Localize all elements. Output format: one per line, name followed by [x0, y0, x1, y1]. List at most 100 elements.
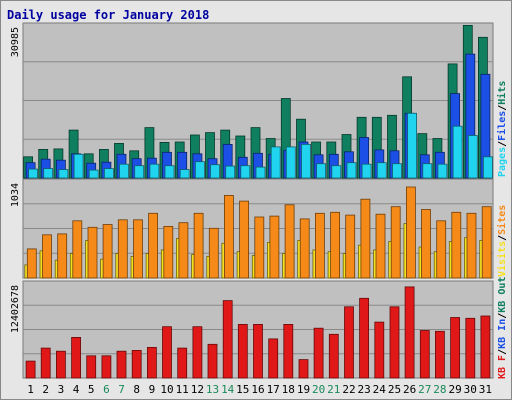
- bar-pages-day-6: [104, 168, 114, 179]
- bar-sites-day-15: [239, 200, 250, 279]
- x-tick-label-day-21: 21: [327, 383, 340, 396]
- bar-sites-day-19: [299, 218, 310, 279]
- bar-sites-day-27: [421, 209, 431, 279]
- bar-pages-day-4: [73, 153, 84, 179]
- bar-sites-day-20: [314, 212, 325, 279]
- bar-pages-day-31: [482, 156, 493, 179]
- bar-pages-day-8: [134, 165, 145, 179]
- bar-sites-day-16: [254, 216, 265, 279]
- bar-kb-f-day-21: [328, 333, 339, 379]
- bar-pages-day-25: [392, 163, 402, 179]
- bar-pages-day-18: [285, 146, 296, 179]
- bar-kb-f-day-24: [374, 321, 385, 379]
- legend-separator: /: [497, 349, 508, 355]
- x-tick-label-day-14: 14: [221, 383, 235, 396]
- x-tick-label-day-16: 16: [251, 383, 264, 396]
- bar-kb-f-day-5: [86, 355, 97, 379]
- x-tick-label-day-20: 20: [312, 383, 325, 396]
- bar-kb-f-day-17: [268, 338, 279, 379]
- right-legend-top: Pages/Files/Hits: [496, 81, 508, 177]
- x-tick-label-day-27: 27: [418, 383, 431, 396]
- bar-kb-f-day-14: [222, 300, 233, 379]
- bar-kb-f-day-2: [40, 347, 51, 379]
- legend-separator: /: [497, 313, 508, 319]
- bar-sites-day-26: [405, 186, 416, 279]
- legend-entry-kb-f: KB F: [497, 355, 508, 379]
- bar-sites-day-1: [26, 248, 37, 279]
- right-legend-bottom: KB F/KB In/KB Out: [497, 277, 508, 379]
- bar-pages-day-16: [255, 166, 266, 179]
- bar-pages-day-9: [149, 163, 160, 179]
- bar-kb-f-day-18: [283, 323, 294, 379]
- bar-pages-day-21: [331, 165, 342, 179]
- bar-sites-day-17: [269, 215, 280, 279]
- bar-kb-f-day-19: [298, 359, 309, 379]
- legend-entry-visits: Visits: [496, 241, 508, 277]
- bar-pages-day-1: [28, 168, 39, 179]
- x-tick-label-day-18: 18: [282, 383, 295, 396]
- bar-kb-f-day-3: [56, 350, 66, 379]
- bar-pages-day-12: [194, 161, 205, 179]
- legend-entry-hits: Hits: [496, 81, 508, 105]
- bar-sites-day-18: [284, 204, 295, 279]
- x-tick-label-day-19: 19: [297, 383, 310, 396]
- x-tick-label-day-31: 31: [479, 383, 492, 396]
- bar-pages-day-10: [164, 165, 175, 179]
- bar-pages-day-27: [422, 163, 433, 179]
- bar-sites-day-22: [345, 214, 356, 279]
- bar-pages-day-23: [361, 163, 372, 179]
- bar-sites-day-7: [117, 219, 128, 279]
- legend-entry-sites: Sites: [496, 205, 508, 235]
- x-tick-label-day-4: 4: [73, 383, 80, 396]
- bar-sites-day-6: [102, 224, 113, 279]
- bar-kb-f-day-13: [207, 343, 218, 379]
- legend-entry-files: Files: [496, 111, 508, 141]
- bar-sites-day-11: [178, 222, 189, 279]
- bar-kb-f-day-27: [419, 330, 430, 379]
- bar-pages-day-30: [467, 135, 478, 179]
- bar-pages-day-7: [119, 163, 129, 179]
- bar-kb-f-day-8: [131, 349, 142, 379]
- chart-title: Daily usage for January 2018: [7, 8, 209, 22]
- x-tick-label-day-9: 9: [149, 383, 156, 396]
- x-tick-label-day-2: 2: [42, 383, 49, 396]
- bar-sites-day-21: [330, 211, 341, 279]
- bar-sites-day-5: [87, 226, 98, 279]
- x-tick-label-day-25: 25: [388, 383, 401, 396]
- x-tick-label-day-28: 28: [433, 383, 446, 396]
- x-tick-label-day-7: 7: [118, 383, 125, 396]
- bar-kb-f-day-25: [389, 306, 400, 379]
- bar-kb-f-day-26: [404, 286, 415, 379]
- bar-pages-day-29: [452, 125, 463, 179]
- bar-sites-day-10: [163, 225, 174, 279]
- x-tick-label-day-29: 29: [448, 383, 461, 396]
- bar-sites-day-3: [57, 233, 68, 279]
- x-tick-label-day-10: 10: [160, 383, 173, 396]
- bar-pages-day-22: [346, 162, 357, 179]
- panel-visits-sites-axis-label: 1034: [10, 183, 21, 207]
- bar-kb-f-day-7: [116, 350, 127, 379]
- bar-kb-f-day-31: [480, 315, 491, 379]
- bar-kb-f-day-15: [237, 323, 248, 379]
- x-tick-label-day-24: 24: [373, 383, 387, 396]
- bar-kb-f-day-30: [465, 317, 476, 379]
- bar-kb-f-day-12: [192, 326, 203, 379]
- bar-pages-day-24: [376, 162, 387, 179]
- bar-sites-day-25: [390, 206, 401, 279]
- bar-pages-day-17: [270, 146, 281, 179]
- x-tick-label-day-3: 3: [58, 383, 65, 396]
- legend-entry-kb-in: KB In: [497, 319, 508, 349]
- bar-sites-day-24: [375, 213, 386, 279]
- x-tick-label-day-23: 23: [357, 383, 370, 396]
- bar-pages-day-11: [179, 169, 190, 179]
- bar-pages-day-3: [58, 169, 69, 179]
- legend-entry-kb-out: KB Out: [497, 277, 508, 313]
- bar-sites-day-29: [451, 211, 462, 279]
- x-tick-label-day-15: 15: [236, 383, 249, 396]
- x-tick-label-day-5: 5: [88, 383, 95, 396]
- bar-kb-f-day-4: [71, 336, 81, 379]
- legend-separator: /: [497, 235, 508, 241]
- bar-pages-day-26: [407, 112, 418, 179]
